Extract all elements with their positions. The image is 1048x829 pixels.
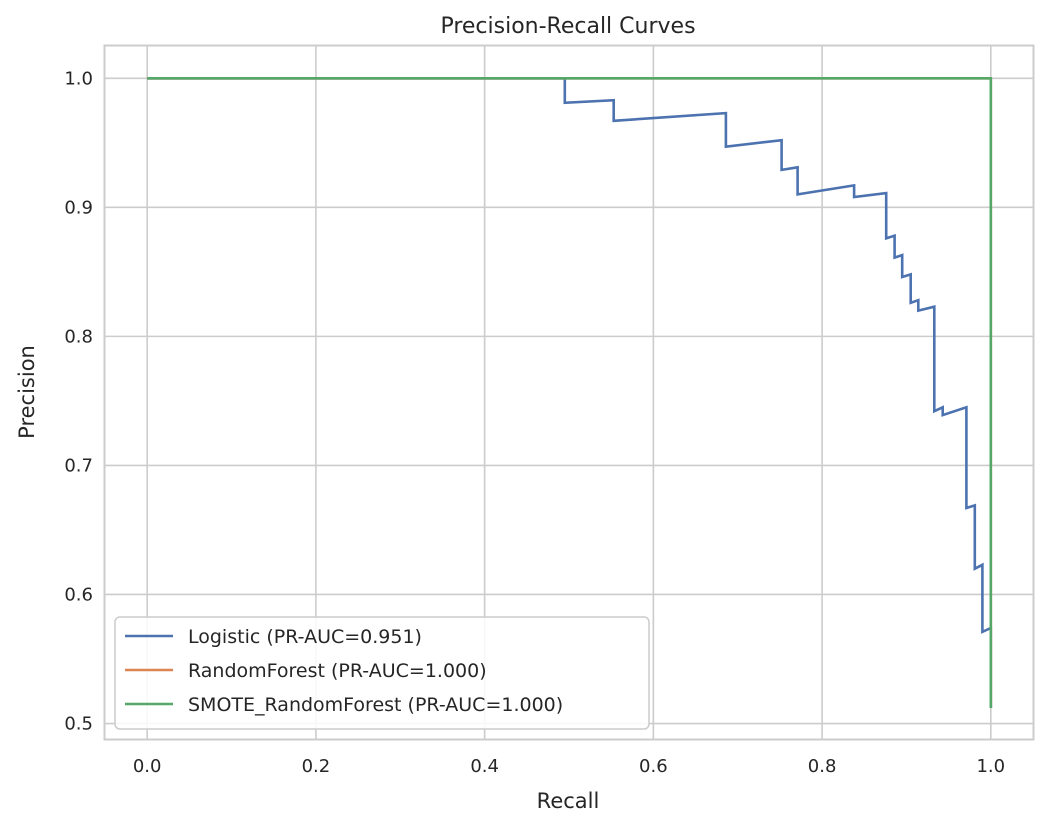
- x-tick-labels: 0.0 0.2 0.4 0.6 0.8 1.0: [133, 756, 1005, 777]
- legend-entry-1: RandomForest (PR-AUC=1.000): [188, 660, 487, 682]
- plot-frame: [103, 44, 1035, 741]
- y-tick-label: 0.5: [64, 714, 93, 735]
- y-tick-label: 1.0: [64, 68, 93, 89]
- grid-lines: [105, 46, 1033, 739]
- x-tick-label: 0.6: [639, 756, 668, 777]
- legend-entry-2: SMOTE_RandomForest (PR-AUC=1.000): [188, 694, 563, 716]
- series-line-0: [147, 77, 993, 708]
- y-tick-label: 0.9: [64, 197, 93, 218]
- legend-box: [114, 616, 650, 730]
- y-tick-labels: 0.5 0.6 0.7 0.8 0.9 1.0: [64, 68, 93, 734]
- x-tick-label: 0.8: [808, 756, 837, 777]
- x-tick-label: 1.0: [976, 756, 1005, 777]
- legend-entry-0: Logistic (PR-AUC=0.951): [188, 626, 422, 648]
- x-tick-label: 0.2: [302, 756, 331, 777]
- x-tick-label: 0.4: [470, 756, 499, 777]
- y-tick-label: 0.7: [64, 455, 93, 476]
- series-lines: [147, 77, 993, 708]
- x-axis-label: Recall: [537, 789, 600, 813]
- series-line-2: [147, 77, 993, 708]
- y-axis-label: Precision: [15, 345, 39, 439]
- legend: Logistic (PR-AUC=0.951) RandomForest (PR-…: [114, 616, 650, 730]
- y-tick-label: 0.8: [64, 326, 93, 347]
- chart-title: Precision-Recall Curves: [440, 14, 695, 39]
- y-tick-label: 0.6: [64, 584, 93, 605]
- x-tick-label: 0.0: [133, 756, 162, 777]
